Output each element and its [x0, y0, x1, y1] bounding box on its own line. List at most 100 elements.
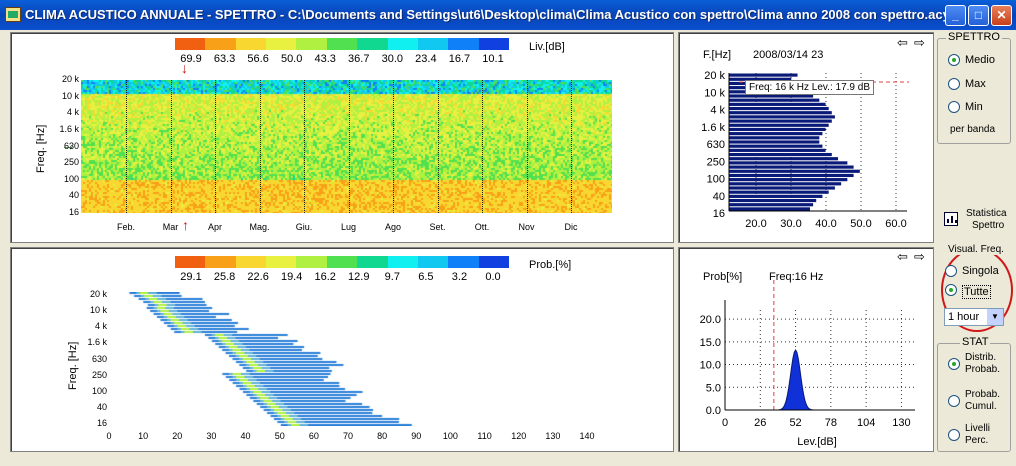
month-gridline [259, 80, 261, 213]
month-label: Lug [340, 222, 357, 232]
spectrum-bar [729, 127, 826, 132]
y-tick-label: 40 [68, 190, 79, 201]
singola-radio[interactable] [945, 265, 957, 277]
scale-swatch [326, 256, 358, 268]
visual-freq-title: Visual. Freq. [948, 244, 1004, 255]
minimize-button[interactable]: _ [945, 5, 966, 26]
next-arrow-icon[interactable]: ⇨ [914, 35, 925, 50]
y-tick-label: 4 k [66, 107, 79, 118]
spectrum-y-tick: 100 [707, 174, 725, 186]
y-tick-label: 630 [63, 140, 79, 151]
probability-panel: 29.1 25.8 22.6 19.4 16.2 12.9 9.7 6.5 3.2 0.0 Pro… [10, 247, 674, 452]
scale-value-label: 43.3 [314, 53, 336, 65]
spectrum-bar [729, 152, 832, 157]
scale-swatch [478, 256, 510, 268]
dist-x-tick: 104 [857, 417, 875, 429]
x-tick-label: 110 [477, 431, 492, 441]
spettro-group-title: SPETTRO [946, 31, 1002, 43]
y-tick-label: 100 [63, 173, 79, 184]
x-tick-label: 30 [206, 431, 217, 441]
scale-swatch [235, 256, 267, 268]
month-label: Ott. [474, 222, 490, 232]
spectrum-bar [729, 73, 798, 77]
scale-swatch [417, 256, 449, 268]
month-gridline [393, 80, 394, 213]
x-tick-label: 70 [342, 431, 354, 441]
spectrum-bar [729, 182, 842, 186]
red-arrow-up-icon[interactable]: ↑ [182, 217, 189, 233]
spectrum-bar [729, 119, 832, 123]
dist-x-label: Lev.[dB] [797, 436, 837, 448]
maximize-button[interactable]: □ [968, 5, 989, 26]
scale-value-label: 56.6 [247, 53, 269, 65]
distrib-label-2: Probab. [965, 364, 1001, 375]
scale-value-label: 36.7 [348, 53, 370, 65]
title-bar[interactable]: CLIMA ACUSTICO ANNUALE - SPETTRO - C:\Do… [0, 0, 1016, 30]
per-banda-label: per banda [950, 124, 996, 135]
dist-prev-arrow-icon[interactable]: ⇦ [897, 249, 908, 264]
prev-arrow-icon[interactable]: ⇦ [897, 35, 908, 50]
spectrum-bar [729, 136, 820, 140]
medio-label: Medio [965, 54, 995, 66]
y-tick-label: 20 k [89, 289, 107, 299]
spectrum-bar [729, 148, 826, 152]
spectrum-bar [729, 161, 848, 165]
red-arrow-down-icon[interactable]: ↓ [181, 60, 188, 76]
y-tick-label: 250 [63, 157, 79, 168]
livelli-perc-radio[interactable] [948, 429, 960, 441]
scale-value-label: 9.7 [384, 271, 400, 283]
scale-swatch [266, 256, 297, 268]
month-label: Giu. [295, 222, 313, 232]
max-radio[interactable] [948, 78, 960, 90]
probmap-y-label: Freq. [Hz] [67, 341, 79, 390]
close-button[interactable]: ✕ [991, 5, 1012, 26]
y-tick-label: 40 [96, 401, 107, 412]
scale-swatch [357, 38, 389, 50]
scale-value-label: 10.1 [482, 53, 504, 65]
month-gridline [526, 80, 528, 213]
scale-swatch [296, 256, 328, 268]
month-gridline [437, 80, 439, 213]
spectrum-timestamp: 2008/03/14 23 [753, 49, 824, 61]
spectrum-x-tick: 60.0 [885, 218, 906, 230]
green-arrow-right-icon[interactable]: → [61, 137, 75, 153]
month-label: Apr [207, 222, 223, 232]
prob-unit-label: Prob.[%] [529, 259, 572, 271]
statistica-label: Statistica [966, 208, 1007, 219]
y-tick-label: 4 k [94, 321, 107, 332]
month-gridline [126, 80, 127, 213]
min-radio[interactable] [948, 101, 960, 113]
statistica-button[interactable]: Statistica Spettro [942, 206, 1014, 236]
spettro-label: Spettro [972, 220, 1005, 231]
spectrogram-canvas[interactable] [81, 80, 612, 213]
scale-value-label: 23.4 [415, 53, 437, 65]
y-tick-label: 1.6 k [59, 123, 79, 134]
scale-value-label: 16.2 [314, 271, 336, 283]
interval-select[interactable]: 1 hour ▼ [944, 308, 1004, 326]
spectrum-bar [729, 115, 835, 119]
y-tick-label: 16 [68, 207, 79, 217]
scale-swatch [478, 38, 510, 50]
singola-label: Singola [962, 265, 999, 277]
distrib-prob-radio[interactable] [948, 358, 960, 370]
scale-swatch [417, 38, 449, 50]
medio-radio[interactable] [948, 54, 960, 66]
month-gridline [348, 80, 350, 213]
scale-value-label: 22.6 [247, 271, 269, 283]
dist-next-arrow-icon[interactable]: ⇨ [914, 249, 925, 264]
chevron-down-icon[interactable]: ▼ [987, 309, 1003, 325]
y-tick-label: 100 [91, 385, 107, 396]
month-label: Mag. [249, 222, 270, 232]
scale-swatch [357, 256, 389, 268]
scale-swatch [175, 256, 206, 268]
spectrum-tooltip: Freq: 16 k Hz Lev.: 17.9 dB [745, 80, 874, 95]
spectrum-y-tick: 16 [713, 208, 725, 220]
scale-value-label: 29.1 [180, 271, 202, 283]
tutte-radio[interactable] [945, 284, 957, 296]
dist-y-tick: 0.0 [706, 405, 721, 417]
spectrum-bar-chart: 20 k 10 k 4 k 1.6 k 630 250 100 40 16 20.0 30.0 40.… [701, 70, 909, 230]
scale-value-label: 69.9 [180, 53, 202, 65]
prob-cumul-radio[interactable] [948, 395, 960, 407]
probability-canvas[interactable] [109, 292, 587, 426]
spectrum-x-tick: 50.0 [850, 218, 871, 230]
